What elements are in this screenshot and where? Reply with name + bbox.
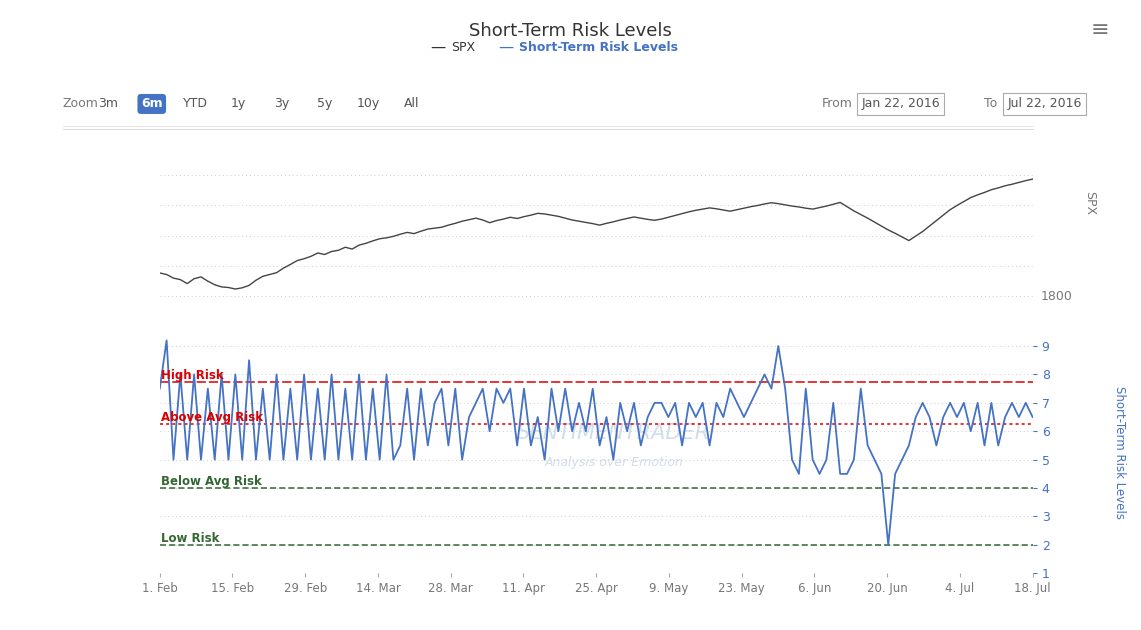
Text: Below Avg Risk: Below Avg Risk (162, 475, 262, 488)
Text: —: — (499, 40, 519, 55)
Text: 3m: 3m (98, 98, 119, 110)
Text: Analysis over Emotion: Analysis over Emotion (544, 455, 683, 469)
Text: ≡: ≡ (1091, 20, 1109, 40)
Text: YTD: YTD (183, 98, 208, 110)
Text: From: From (822, 98, 852, 110)
Text: Jul 22, 2016: Jul 22, 2016 (1008, 98, 1082, 110)
Text: All: All (404, 98, 420, 110)
Text: SPX: SPX (1083, 191, 1095, 215)
Text: Zoom: Zoom (63, 98, 98, 110)
Text: 1800: 1800 (1041, 290, 1073, 303)
Text: Jan 22, 2016: Jan 22, 2016 (861, 98, 940, 110)
Text: SENTIMENTRADER: SENTIMENTRADER (517, 423, 710, 444)
Text: Short-Term Risk Levels: Short-Term Risk Levels (469, 22, 672, 40)
Text: SPX: SPX (451, 41, 475, 54)
Text: High Risk: High Risk (162, 369, 224, 382)
Text: —: — (430, 40, 451, 55)
Text: 3y: 3y (274, 98, 290, 110)
Text: 1y: 1y (230, 98, 246, 110)
Text: 5y: 5y (317, 98, 333, 110)
Y-axis label: Short-Term Risk Levels: Short-Term Risk Levels (1112, 386, 1126, 519)
Text: Low Risk: Low Risk (162, 532, 220, 545)
Text: Above Avg Risk: Above Avg Risk (162, 411, 264, 424)
Text: Short-Term Risk Levels: Short-Term Risk Levels (519, 41, 678, 54)
Text: To: To (984, 98, 997, 110)
Text: 6m: 6m (141, 98, 162, 110)
Text: 10y: 10y (357, 98, 380, 110)
